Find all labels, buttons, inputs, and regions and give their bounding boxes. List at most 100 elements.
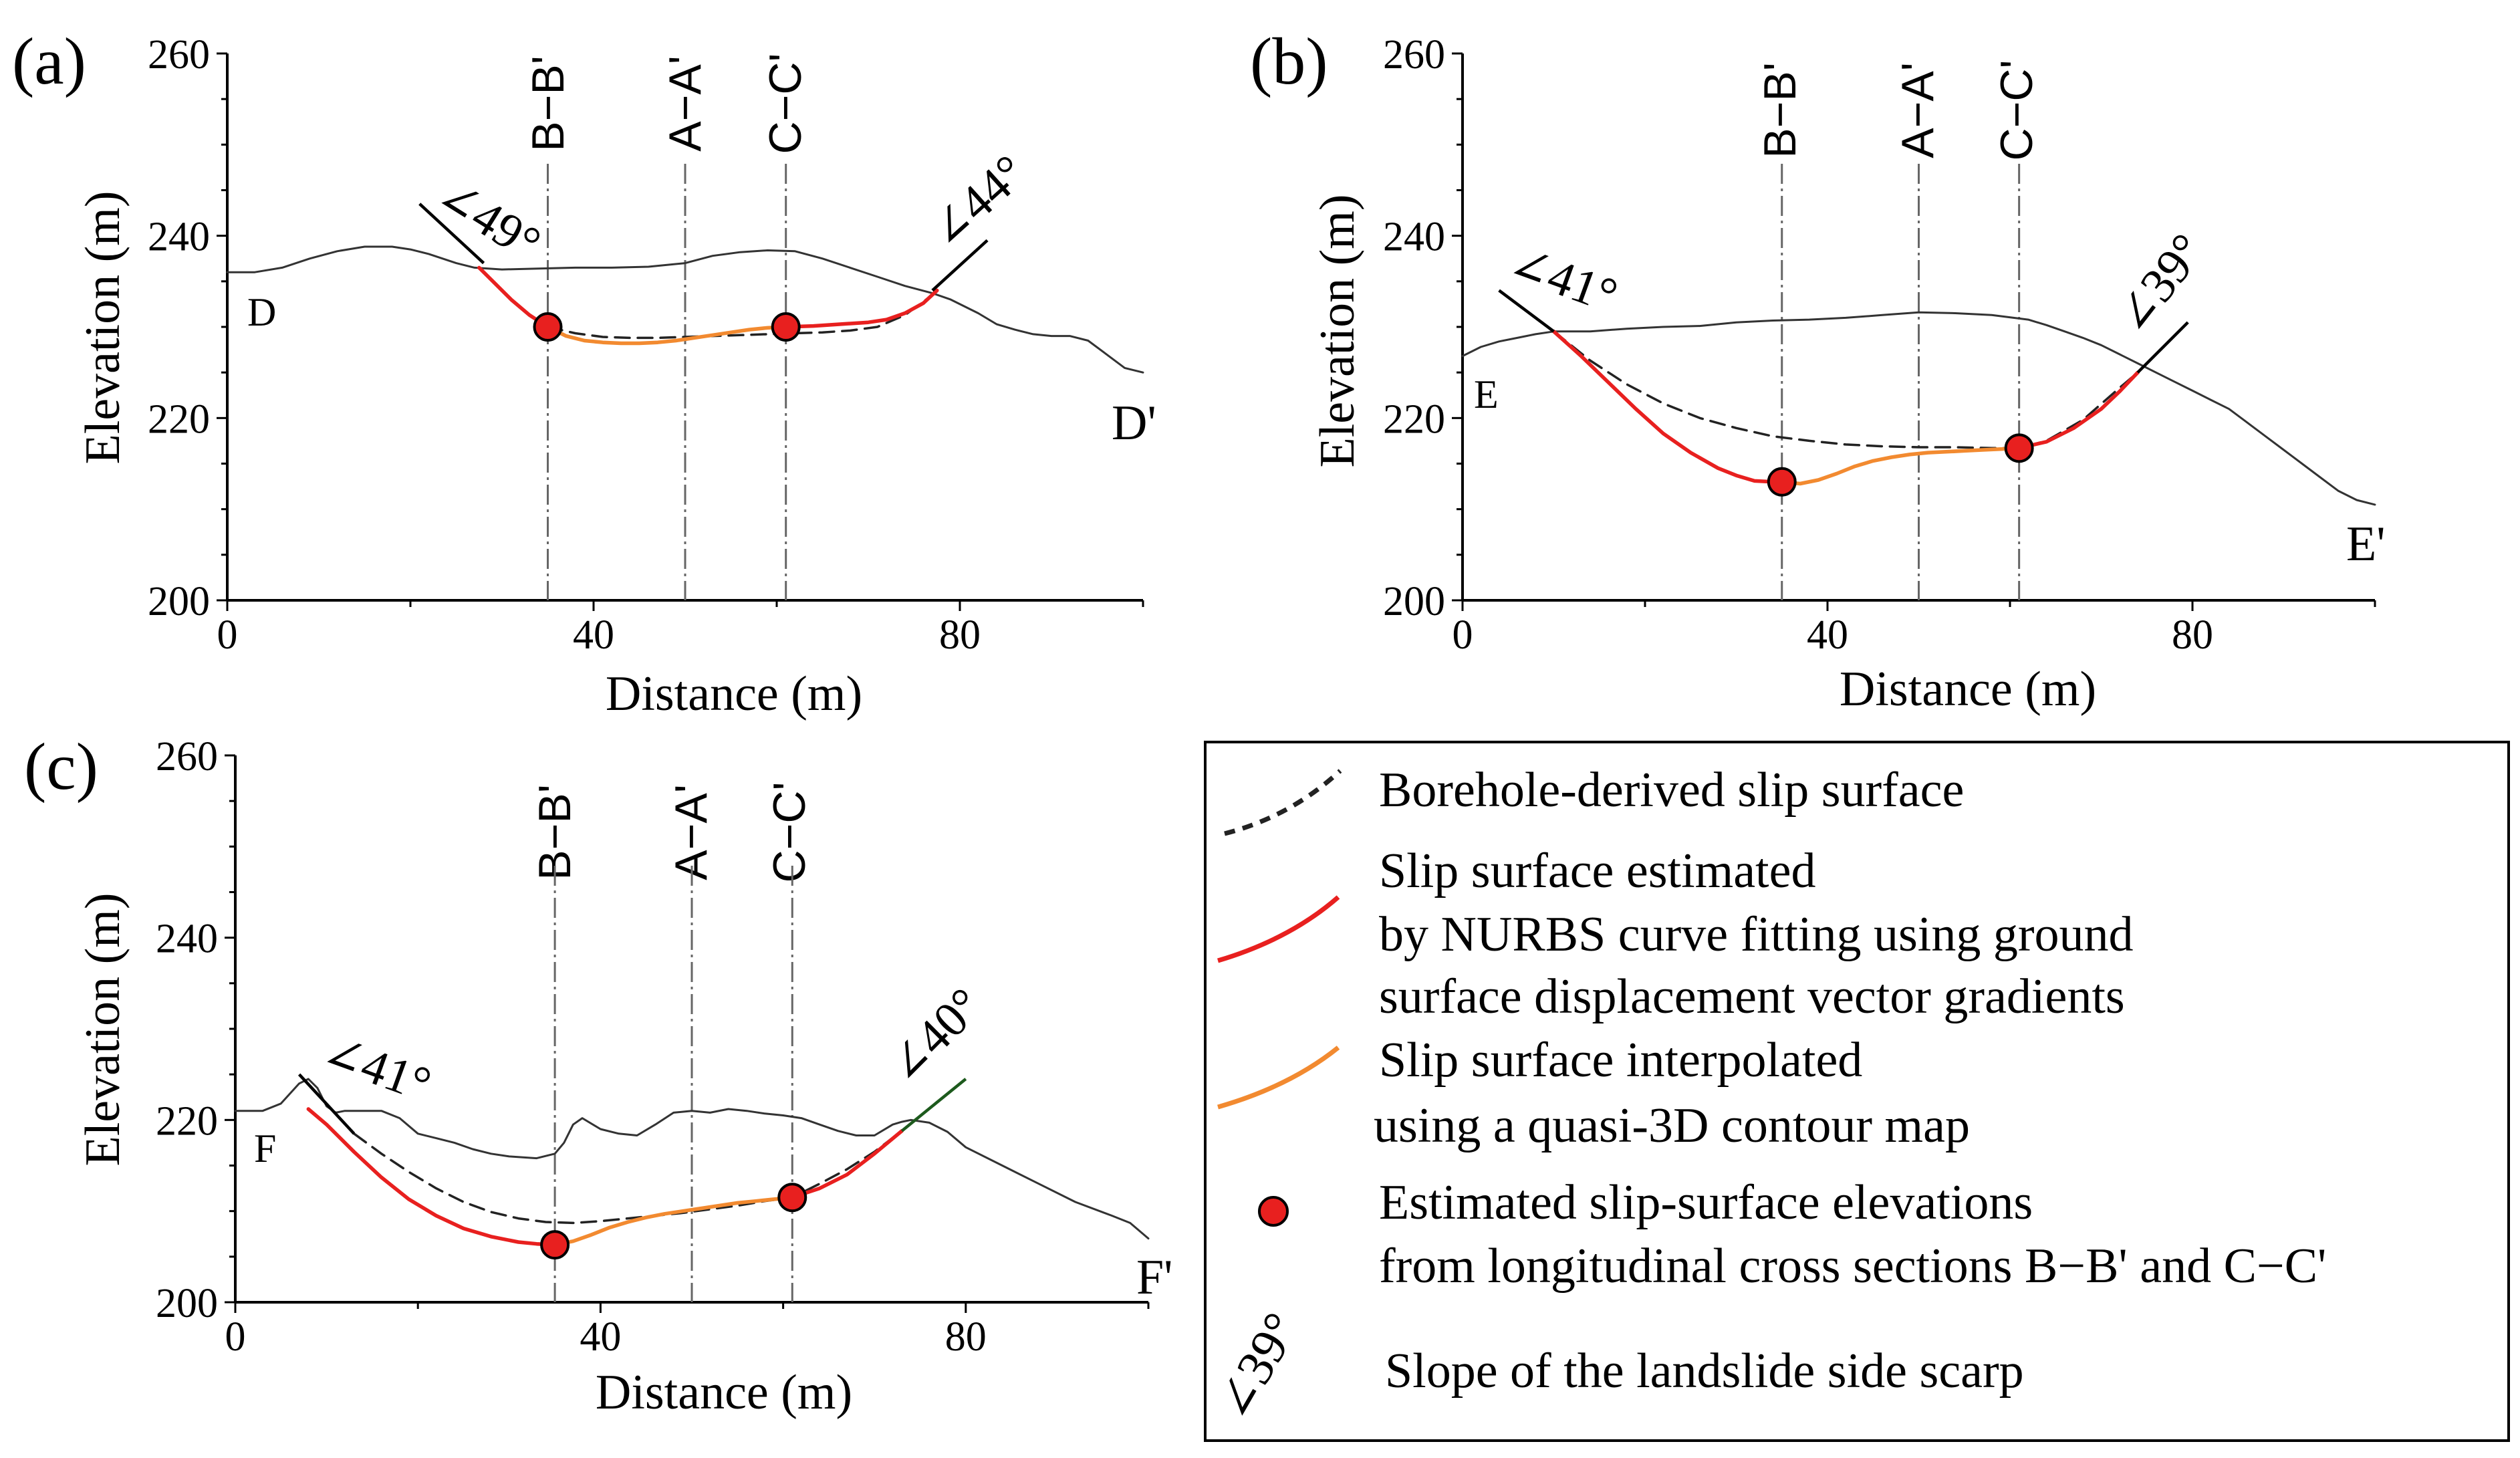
panel-a-xtick-label: 40 xyxy=(573,612,614,658)
panel-c-xtick-label: 0 xyxy=(225,1314,246,1360)
panel-a-scarp-line-0 xyxy=(418,203,485,265)
legend-nurbs-label-line2: by NURBS curve fitting using ground xyxy=(1379,907,2133,962)
panel-a-series-borehole-1 xyxy=(546,293,934,340)
panel-a-estimated-point-0 xyxy=(533,312,563,342)
legend-borehole-swatch xyxy=(1224,769,1342,836)
panel-a-estimated-point-1 xyxy=(771,312,801,342)
panel-c-series-quasi3d-4 xyxy=(553,1195,795,1247)
panel-c-estimated-point-0 xyxy=(540,1230,570,1260)
panel-a-section-label-a: A−A' xyxy=(660,55,711,151)
panel-c-section-label-b: B−B' xyxy=(529,784,580,880)
panel-a-ytick-label: 260 xyxy=(148,32,210,78)
panel-c-ytick-label: 220 xyxy=(156,1098,218,1144)
panel-c-xlabel: Distance (m) xyxy=(596,1365,852,1420)
panel-b-plot: 200 220 240 260 0 40 80 xyxy=(1383,32,2376,658)
panel-a-section-label-c: C−C' xyxy=(760,53,811,154)
panel-a-plot: 200 220 240 260 0 40 80 xyxy=(148,32,1144,658)
legend-nurbs-label-line1: Slip surface estimated xyxy=(1379,844,1815,898)
legend-points-label-line2: from longitudinal cross sections B−B' an… xyxy=(1379,1239,2326,1294)
panel-c-scarp-line-0 xyxy=(297,1073,356,1135)
panel-a-ylabel: Elevation (m) xyxy=(76,191,130,465)
panel-c-series-ground-0 xyxy=(234,1078,1150,1240)
panel-c-section-label-c: C−C' xyxy=(764,782,815,883)
panel-c-scarp-line-1 xyxy=(900,1078,967,1132)
panel-b-section-label-c: C−C' xyxy=(1991,60,2042,161)
legend-box xyxy=(1204,741,2510,1442)
legend-points-label-line1: Estimated slip-surface elevations xyxy=(1379,1175,2033,1230)
legend-quasi3d-swatch xyxy=(1217,1046,1340,1110)
legend-scarp-label: Slope of the landslide side scarp xyxy=(1385,1344,2024,1399)
panel-a-xlabel: Distance (m) xyxy=(606,666,862,721)
panel-b-label: (b) xyxy=(1250,24,1328,98)
panel-b-xtick-label: 80 xyxy=(2172,612,2213,658)
legend-quasi3d-label-line2: using a quasi-3D contour map xyxy=(1374,1098,1970,1153)
legend-scarp-symbol: ∠39° xyxy=(1204,1304,1309,1430)
panel-a-scarp-label-right: ∠44° xyxy=(918,144,1037,259)
panel-a-ytick-label: 240 xyxy=(148,215,210,260)
panel-c-estimated-point-1 xyxy=(777,1183,807,1213)
panel-c-series-nurbs-3 xyxy=(790,1128,904,1199)
panel-b-xlabel: Distance (m) xyxy=(1840,662,2096,717)
panel-b-scarp-labels: ∠41° ∠39° xyxy=(1501,224,2215,345)
panel-c-ylabel: Elevation (m) xyxy=(76,893,130,1167)
panel-c-plot: 200 220 240 260 0 40 80 xyxy=(156,734,1150,1360)
panel-a-series-ground-0 xyxy=(226,245,1144,374)
panel-b-series-nurbs-3 xyxy=(2017,370,2140,451)
panel-c-end-label: F' xyxy=(1136,1250,1173,1305)
panel-c-scarp-label-right: ∠40° xyxy=(876,977,993,1094)
panel-b-ylabel: Elevation (m) xyxy=(1310,195,1365,468)
panel-b-section-labels: B−B' A−A' C−C' xyxy=(1755,60,2042,161)
panel-b-scarp-label-right: ∠39° xyxy=(2104,224,2216,345)
panel-c-series-borehole-1 xyxy=(352,1129,903,1225)
panel-c-ytick-label: 200 xyxy=(156,1281,218,1326)
legend-point-swatch xyxy=(1258,1196,1289,1227)
panel-a-series-nurbs-3 xyxy=(783,288,939,329)
panel-b-section-label-b: B−B' xyxy=(1755,62,1805,158)
panel-a-xtick-label: 80 xyxy=(939,612,981,658)
panel-b-xtick-label: 40 xyxy=(1807,612,1848,658)
legend: ∠39° Borehole-derived slip surface Slip … xyxy=(1204,741,2510,1442)
legend-quasi3d-label-line1: Slip surface interpolated xyxy=(1379,1033,1862,1088)
panel-b-ytick-label: 200 xyxy=(1383,579,1445,624)
panel-a-xtick-label: 0 xyxy=(217,612,238,658)
panel-a-ytick-label: 200 xyxy=(148,579,210,624)
panel-c-start-label: F xyxy=(254,1126,276,1171)
panel-a-end-label: D' xyxy=(1112,396,1156,451)
panel-c-ytick-label: 240 xyxy=(156,917,218,962)
plot-layer: 200 220 240 260 0 40 80 200 220 240 260 0 40 80 200 220… xyxy=(148,32,2376,1360)
panel-b-scarp-line-0 xyxy=(1498,289,1555,333)
panel-b-ytick-label: 260 xyxy=(1383,32,1445,78)
panel-b-series-quasi3d-4 xyxy=(1780,446,2021,486)
panel-b-series-nurbs-2 xyxy=(1551,330,1784,484)
panel-b-series-ground-0 xyxy=(1461,311,2376,506)
panel-c-scarp-label-left: ∠41° xyxy=(315,1023,438,1113)
legend-borehole-label: Borehole-derived slip surface xyxy=(1379,763,1964,818)
panel-b-start-label: E xyxy=(1474,372,1499,416)
panel-b-xtick-label: 0 xyxy=(1453,612,1473,658)
panel-b-scarp-label-left: ∠41° xyxy=(1501,235,1624,324)
panel-b-ytick-label: 240 xyxy=(1383,215,1445,260)
panel-a-scarp-label-left: ∠49° xyxy=(427,166,550,271)
panel-c-section-label-a: A−A' xyxy=(666,784,717,880)
panel-a-section-label-b: B−B' xyxy=(523,55,574,151)
panel-c-label: (c) xyxy=(24,729,98,804)
panel-c-ytick-label: 260 xyxy=(156,734,218,779)
panel-a-scarp-line-1 xyxy=(931,239,989,292)
legend-nurbs-swatch xyxy=(1217,895,1340,963)
panel-a-series-quasi3d-4 xyxy=(545,325,788,346)
panel-a-ytick-label: 220 xyxy=(148,396,210,442)
panel-b-estimated-point-1 xyxy=(2004,433,2034,463)
panel-b-series-borehole-1 xyxy=(1552,330,2139,450)
panel-c-xtick-label: 40 xyxy=(580,1314,621,1360)
panel-b-estimated-point-0 xyxy=(1767,467,1797,497)
panel-b-ytick-label: 220 xyxy=(1383,396,1445,442)
panel-c-xtick-label: 80 xyxy=(945,1314,987,1360)
panel-b-section-label-a: A−A' xyxy=(1892,62,1943,158)
panel-b-end-label: E' xyxy=(2346,517,2386,572)
panel-a-label: (a) xyxy=(12,24,86,98)
panel-a-section-labels: B−B' A−A' C−C' xyxy=(523,53,811,154)
legend-nurbs-label-line3: surface displacement vector gradients xyxy=(1379,969,2125,1024)
panel-c-scarp-labels: ∠41° ∠40° xyxy=(315,977,993,1112)
